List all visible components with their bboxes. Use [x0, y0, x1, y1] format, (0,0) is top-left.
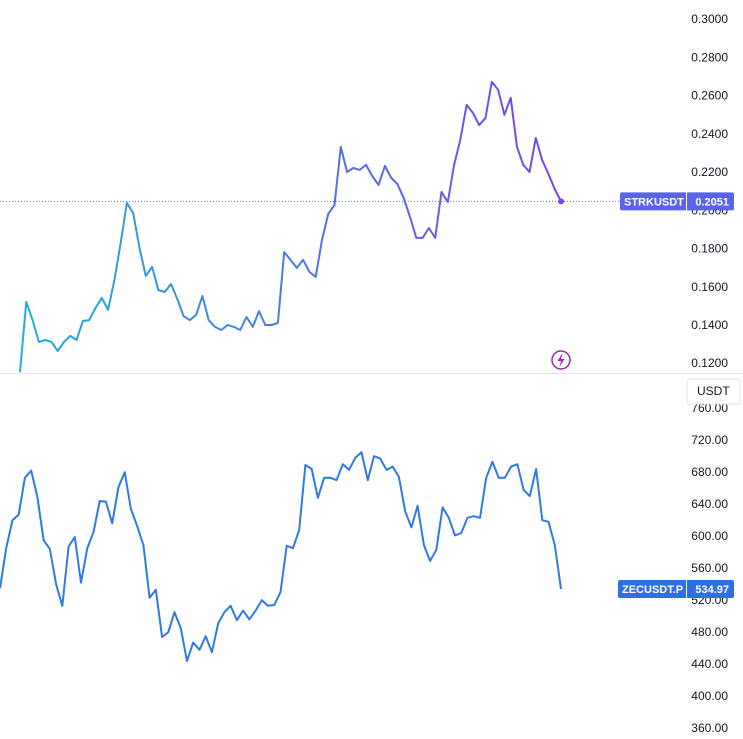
y-tick-label: 560.00 — [691, 561, 728, 575]
y-tick-label: 440.00 — [691, 657, 728, 671]
y-tick-label: 0.1800 — [691, 242, 728, 256]
last-price-dot — [558, 198, 564, 205]
alert-icon — [551, 350, 571, 370]
symbol-badge — [620, 192, 734, 211]
y-tick-label: 360.00 — [691, 721, 728, 735]
y-tick-label: 400.00 — [691, 689, 728, 703]
y-tick-label: 600.00 — [691, 529, 728, 543]
y-tick-label: 0.1200 — [691, 356, 728, 370]
last-price: 0.2051 — [695, 196, 729, 208]
y-tick-label: 680.00 — [691, 465, 728, 479]
symbol-name: STRKUSDT — [624, 196, 684, 208]
y-tick-label: 0.2400 — [691, 127, 728, 141]
y-tick-label: 0.2800 — [691, 50, 728, 64]
symbol-badge — [618, 580, 734, 599]
y-tick-label: 0.2200 — [691, 165, 728, 179]
y-tick-label: 720.00 — [691, 433, 728, 447]
y-tick-label: 0.2600 — [691, 89, 728, 103]
y-tick-label: 0.1400 — [691, 318, 728, 332]
y-tick-label: 480.00 — [691, 625, 728, 639]
currency-button[interactable] — [686, 378, 741, 405]
price-line — [0, 451, 562, 662]
y-tick-label: 640.00 — [691, 497, 728, 511]
symbol-name: ZECUSDT.P — [622, 584, 683, 596]
last-price: 534.97 — [695, 584, 729, 596]
y-tick-label: 0.3000 — [691, 12, 728, 26]
y-tick-label: 0.1600 — [691, 280, 728, 294]
alert-icon-bolt — [557, 353, 565, 367]
y-tick-label: 760.00 — [691, 401, 728, 415]
currency-label[interactable]: USDT — [697, 384, 730, 398]
price-line — [19, 80, 562, 373]
